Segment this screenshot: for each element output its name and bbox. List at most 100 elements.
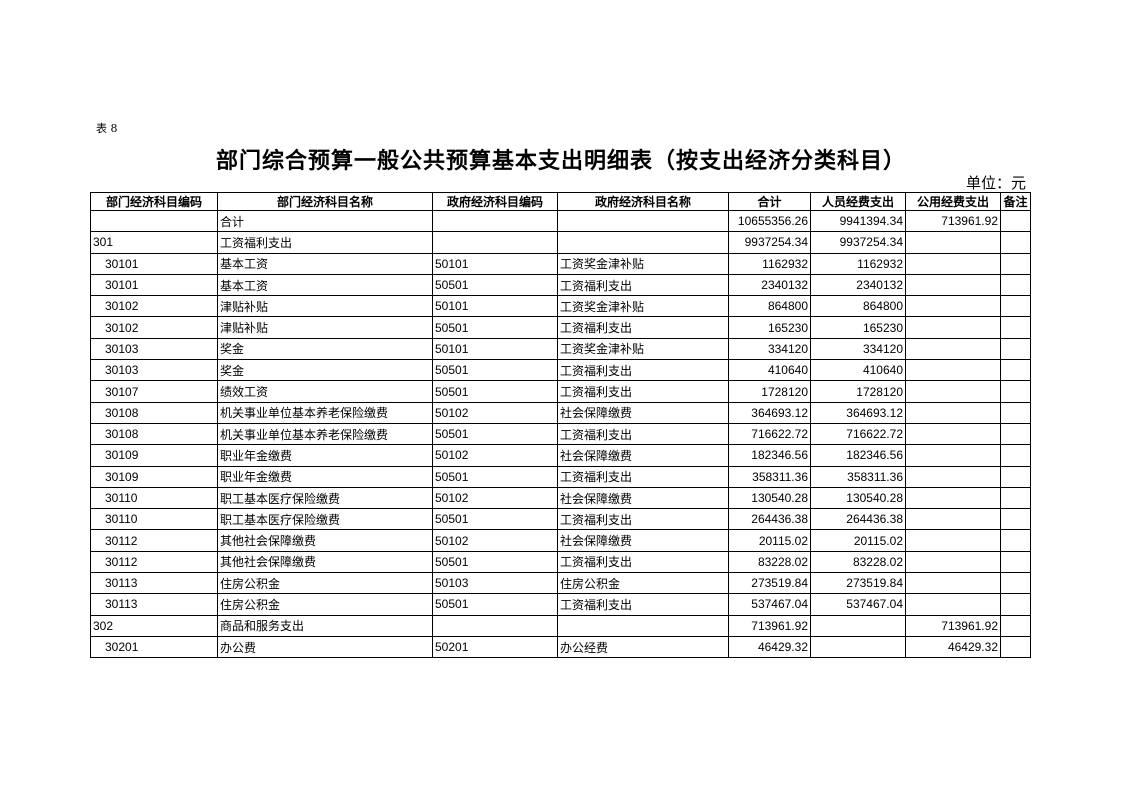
table-cell: 130540.28 — [728, 486, 811, 510]
table-cell: 537467.04 — [728, 593, 811, 616]
table-cell — [1000, 508, 1031, 531]
table-cell — [432, 231, 558, 254]
column-header: 备注 — [1000, 192, 1031, 211]
table-cell: 工资奖金津补贴 — [557, 337, 729, 361]
table-cell: 182346.56 — [728, 444, 811, 467]
table-cell: 其他社会保障缴费 — [217, 550, 433, 574]
table-row: 30113 住房公积金 50103 住房公积金 273519.84 273519.84 — [90, 572, 1031, 595]
table-cell — [1000, 337, 1031, 361]
table-cell: 绩效工资 — [217, 380, 433, 403]
table-cell — [905, 444, 1001, 467]
table-cell: 130540.28 — [810, 486, 906, 510]
table-cell — [810, 614, 906, 637]
table-cell: 工资福利支出 — [557, 273, 729, 297]
table-cell: 30113 — [90, 572, 218, 595]
table-cell: 301 — [90, 231, 218, 254]
table-cell: 30108 — [90, 422, 218, 446]
table-cell: 864800 — [728, 295, 811, 318]
table-row: 30113 住房公积金 50501 工资福利支出 537467.04 537467.04 — [90, 593, 1031, 616]
table-cell: 50103 — [432, 572, 558, 595]
table-cell: 办公经费 — [557, 635, 729, 659]
table-cell — [905, 359, 1001, 382]
table-row: 301 工资福利支出 9937254.34 9937254.34 — [90, 231, 1031, 254]
table-cell: 50101 — [432, 295, 558, 318]
table-cell — [1000, 316, 1031, 339]
table-cell: 30101 — [90, 273, 218, 297]
table-cell — [905, 316, 1001, 339]
table-cell: 社会保障缴费 — [557, 444, 729, 467]
table-cell: 50501 — [432, 465, 558, 488]
table-cell — [1000, 614, 1031, 637]
table-cell — [905, 550, 1001, 574]
table-cell: 410640 — [728, 359, 811, 382]
table-cell: 工资奖金津补贴 — [557, 295, 729, 318]
table-cell: 津贴补贴 — [217, 295, 433, 318]
table-cell: 30102 — [90, 295, 218, 318]
table-cell: 182346.56 — [810, 444, 906, 467]
table-cell: 713961.92 — [905, 209, 1001, 233]
table-cell: 住房公积金 — [557, 572, 729, 595]
table-cell: 83228.02 — [810, 550, 906, 574]
table-cell: 864800 — [810, 295, 906, 318]
table-cell: 50501 — [432, 550, 558, 574]
table-cell: 2340132 — [728, 273, 811, 297]
table-cell — [1000, 380, 1031, 403]
unit-label: 单位：元 — [965, 174, 1026, 192]
table-cell — [1000, 444, 1031, 467]
table-cell: 713961.92 — [905, 614, 1001, 637]
table-cell: 奖金 — [217, 359, 433, 382]
table-cell — [1000, 593, 1031, 616]
table-cell: 50501 — [432, 508, 558, 531]
table-cell: 50101 — [432, 337, 558, 361]
column-header: 部门经济科目名称 — [217, 192, 433, 211]
table-cell — [905, 572, 1001, 595]
table-row: 30102 津贴补贴 50501 工资福利支出 165230 165230 — [90, 316, 1031, 339]
table-cell: 83228.02 — [728, 550, 811, 574]
table-cell: 9937254.34 — [810, 231, 906, 254]
table-cell: 46429.32 — [905, 635, 1001, 659]
table-cell — [905, 273, 1001, 297]
table-cell: 基本工资 — [217, 273, 433, 297]
table-cell: 工资福利支出 — [557, 422, 729, 446]
table-cell — [1000, 486, 1031, 510]
table-cell: 9941394.34 — [810, 209, 906, 233]
table-cell: 50501 — [432, 273, 558, 297]
table-cell — [1000, 422, 1031, 446]
table-cell: 46429.32 — [728, 635, 811, 659]
table-cell: 社会保障缴费 — [557, 486, 729, 510]
table-cell: 职工基本医疗保险缴费 — [217, 486, 433, 510]
table-cell: 1162932 — [728, 252, 811, 275]
table-cell — [905, 486, 1001, 510]
table-cell — [905, 337, 1001, 361]
table-row: 30101 基本工资 50101 工资奖金津补贴 1162932 1162932 — [90, 252, 1031, 275]
table-cell: 273519.84 — [728, 572, 811, 595]
table-cell: 358311.36 — [810, 465, 906, 488]
table-row: 30102 津贴补贴 50101 工资奖金津补贴 864800 864800 — [90, 295, 1031, 318]
table-cell: 50501 — [432, 593, 558, 616]
table-cell: 20115.02 — [810, 529, 906, 552]
table-row: 30107 绩效工资 50501 工资福利支出 1728120 1728120 — [90, 380, 1031, 403]
table-cell: 358311.36 — [728, 465, 811, 488]
table-cell: 410640 — [810, 359, 906, 382]
table-cell — [1000, 550, 1031, 574]
table-cell: 商品和服务支出 — [217, 614, 433, 637]
table-cell — [557, 231, 729, 254]
table-cell — [1000, 572, 1031, 595]
table-cell: 30102 — [90, 316, 218, 339]
table-cell: 264436.38 — [728, 508, 811, 531]
column-header: 人员经费支出 — [810, 192, 906, 211]
table-row: 30108 机关事业单位基本养老保险缴费 50102 社会保障缴费 364693.12 3… — [90, 401, 1031, 424]
column-header: 合计 — [728, 192, 811, 211]
table-cell: 办公费 — [217, 635, 433, 659]
table-cell — [905, 508, 1001, 531]
table-cell — [1000, 252, 1031, 275]
table-cell: 工资奖金津补贴 — [557, 252, 729, 275]
table-cell: 职业年金缴费 — [217, 465, 433, 488]
table-cell: 住房公积金 — [217, 572, 433, 595]
table-row: 30110 职工基本医疗保险缴费 50501 工资福利支出 264436.38 26443… — [90, 508, 1031, 531]
table-cell: 50501 — [432, 359, 558, 382]
table-row: 30109 职业年金缴费 50501 工资福利支出 358311.36 358311.36 — [90, 465, 1031, 488]
table-cell: 50102 — [432, 444, 558, 467]
table-cell: 364693.12 — [728, 401, 811, 424]
table-cell: 30110 — [90, 508, 218, 531]
